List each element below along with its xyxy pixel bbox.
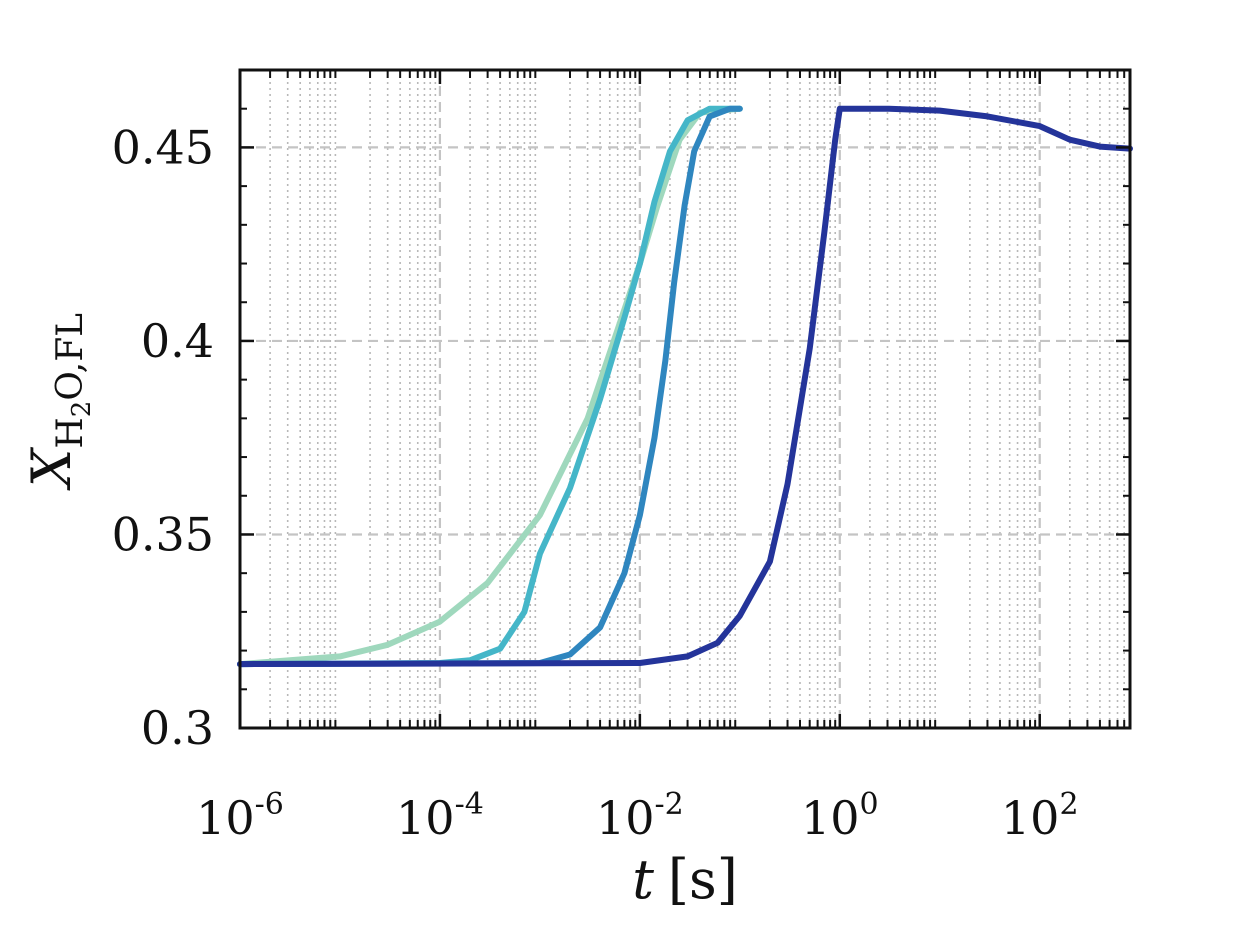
x-axis-unit: [s]	[668, 848, 738, 911]
x-tick-exponent: -2	[655, 787, 684, 822]
x-axis-variable: t	[632, 848, 654, 911]
x-tick-base: 10	[396, 791, 455, 845]
x-tick-base: 10	[801, 791, 860, 845]
x-tick-base: 10	[1001, 791, 1060, 845]
grid	[240, 70, 1130, 728]
x-tick-label: 100	[801, 787, 879, 845]
x-tick-exponent: 2	[1059, 787, 1078, 822]
plot-frame	[238, 68, 1132, 730]
x-tick-exponent: -6	[255, 787, 284, 822]
x-tick-exponent: -4	[455, 787, 484, 822]
x-tick-exponent: 0	[860, 787, 879, 822]
y-axis-label: XH2O,FL	[20, 313, 97, 491]
x-tick-label: 102	[1001, 787, 1079, 845]
y-tick-label: 0.35	[112, 507, 214, 561]
y-axis-subscript-2: 2	[67, 401, 97, 418]
series-line-3	[237, 105, 743, 668]
series-line-2	[237, 105, 743, 668]
ticks	[238, 70, 1130, 730]
x-tick-base: 10	[196, 791, 255, 845]
x-tick-label: 10-6	[196, 787, 284, 845]
y-tick-label: 0.3	[141, 701, 214, 755]
x-tick-label: 10-2	[596, 787, 684, 845]
x-tick-label: 10-4	[396, 787, 484, 845]
y-axis-subscript-ofl: O,FL	[50, 313, 91, 401]
x-axis-label: t [s]	[632, 848, 738, 911]
y-tick-label: 0.4	[141, 314, 214, 368]
series-group	[237, 105, 1133, 668]
y-axis-variable: X	[20, 446, 83, 491]
y-axis-subscript-h: H	[50, 417, 91, 448]
x-tick-base: 10	[596, 791, 655, 845]
y-tick-label: 0.45	[112, 120, 214, 174]
series-line-4	[237, 105, 1133, 668]
